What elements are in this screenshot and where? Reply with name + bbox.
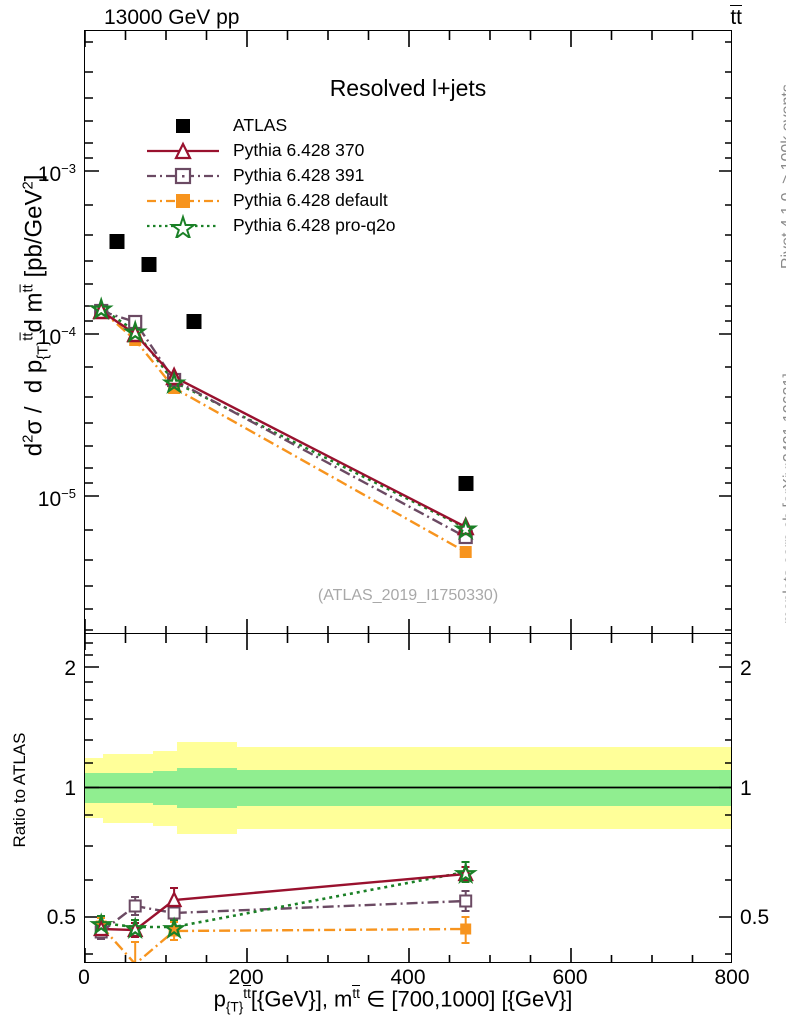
legend-key-atlas (145, 114, 221, 138)
ratio-ytick-1-right: 1 (740, 777, 752, 800)
x-axis-title: p{T} tt[{GeV}], m tt ∈ [700,1000] [{GeV}] (213, 985, 573, 1015)
ratio-ytick-1-left: 1 (64, 777, 76, 800)
ratio-ytick-2-right: 2 (740, 657, 752, 680)
ratio-line-default (100, 925, 466, 962)
series-markers-proq2o (88, 296, 479, 541)
legend: ATLAS Pythia 6.428 370 (145, 113, 395, 238)
main-plot-svg (85, 31, 731, 633)
ratio-ytick-05-right: 0.5 (740, 906, 770, 929)
xtick-200: 200 (228, 966, 264, 989)
main-panel-title: Resolved l+jets (329, 75, 487, 101)
analysis-watermark: (ATLAS_2019_I1750330) (317, 587, 499, 604)
main-ytick-1e-4: 10−4 (37, 324, 76, 349)
legend-label-p391: Pythia 6.428 391 (233, 165, 365, 185)
series-markers-391 (94, 303, 473, 545)
legend-key-p391 (145, 164, 221, 188)
main-ytick-1e-3: 10−3 (37, 161, 76, 186)
legend-item-atlas[interactable]: ATLAS (145, 113, 395, 138)
series-markers-370 (92, 300, 475, 536)
main-ytick-1e-5: 10−5 (37, 486, 76, 511)
legend-label-proq2o: Pythia 6.428 pro-q2o (233, 215, 396, 235)
series-line-370 (100, 310, 467, 529)
series-line-default (100, 309, 467, 554)
legend-label-atlas: ATLAS (233, 115, 288, 135)
xtick-400: 400 (390, 966, 426, 989)
xtick-800: 800 (714, 966, 750, 989)
ratio-ytick-2-left: 2 (64, 657, 76, 680)
ratio-plot-panel (84, 633, 732, 963)
legend-key-p370 (145, 139, 221, 163)
ratio-errorbars (97, 861, 470, 962)
ratio-line-391 (100, 899, 466, 933)
legend-key-proq2o (145, 213, 221, 238)
legend-item-pdefault[interactable]: Pythia 6.428 default (145, 188, 395, 213)
main-axis-ticks (85, 31, 731, 633)
xtick-0: 0 (78, 966, 90, 989)
xtick-600: 600 (552, 966, 588, 989)
series-line-proq2o (100, 307, 467, 530)
main-y-axis-title: d2σ / d p{T} ttd m tt [pb/GeV2] (19, 174, 52, 457)
mcplots-source-label: mcplots.cern.ch [arXiv:2401.10621] (781, 373, 786, 624)
ratio-line-370 (101, 872, 466, 932)
legend-label-pdefault: Pythia 6.428 default (233, 190, 388, 210)
ratio-plot-svg (85, 634, 731, 962)
series-line-391 (100, 309, 467, 539)
legend-label-p370: Pythia 6.428 370 (233, 140, 365, 160)
process-label: tt (730, 4, 742, 29)
ratio-markers-proq2o (89, 861, 478, 940)
main-plot-panel: Resolved l+jets (ATLAS_2019_I1750330) (84, 30, 732, 634)
series-markers-atlas (109, 234, 474, 491)
rivet-version-label: Rivet 4.1.0, ≥ 100k events (779, 84, 786, 269)
ratio-ytick-05-left: 0.5 (46, 906, 76, 929)
beam-energy-label: 13000 GeV pp (104, 6, 240, 29)
legend-key-pdefault (145, 189, 221, 213)
ratio-line-proq2o (101, 870, 466, 929)
legend-item-p370[interactable]: Pythia 6.428 370 (145, 138, 395, 163)
ratio-axis-ticks (85, 634, 731, 962)
legend-item-p391[interactable]: Pythia 6.428 391 (145, 163, 395, 188)
legend-item-proq2o[interactable]: Pythia 6.428 pro-q2o (145, 213, 395, 238)
series-markers-default (95, 304, 472, 558)
